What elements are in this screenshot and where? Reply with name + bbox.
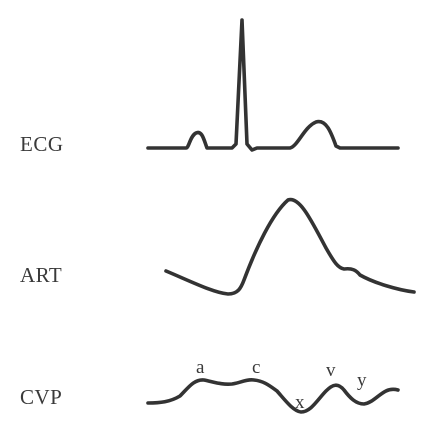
ecg-trace (146, 18, 400, 152)
cvp-c-wave-label: c (252, 357, 260, 378)
cvp-y-descent-label: y (357, 370, 367, 391)
cvp-v-wave-label: v (326, 360, 336, 381)
cvp-trace (146, 378, 400, 414)
art-trace (164, 197, 416, 296)
ecg-label: ECG (20, 132, 64, 156)
cvp-label: CVP (20, 385, 63, 409)
cvp-a-wave-label: a (196, 357, 205, 378)
art-label: ART (20, 263, 63, 287)
cvp-x-descent-label: x (295, 392, 305, 413)
